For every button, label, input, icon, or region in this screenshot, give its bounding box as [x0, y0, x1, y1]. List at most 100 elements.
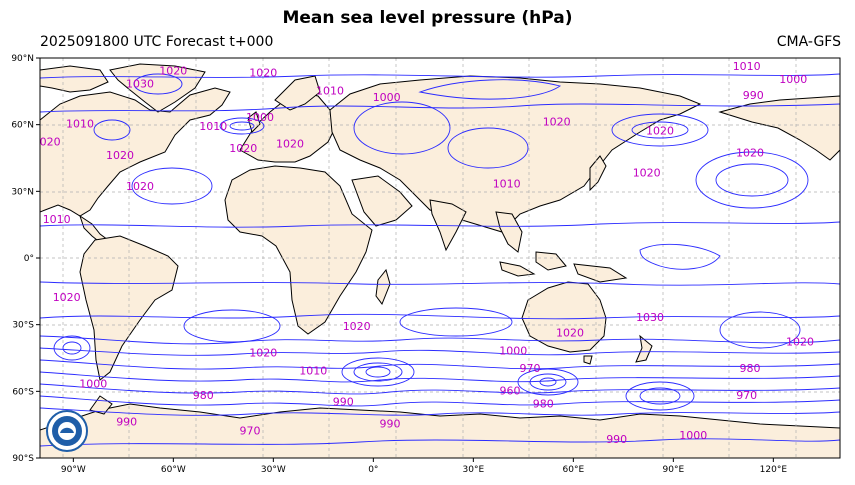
land-new-guinea — [573, 263, 628, 283]
contour-label: 1010 — [66, 118, 94, 131]
lon-tick-label: 90°W — [61, 465, 86, 475]
isobar — [353, 101, 451, 155]
isobar — [715, 163, 789, 197]
land-indonesia-2 — [535, 251, 567, 271]
isobar — [40, 347, 840, 356]
land-indochina — [495, 211, 523, 253]
contour-label: 1020 — [736, 147, 764, 160]
contour-label: 1000 — [679, 429, 707, 442]
isobar — [93, 119, 131, 141]
contour-label: 1010 — [299, 364, 327, 377]
lon-tick-label: 90°E — [663, 465, 685, 475]
contour-label: 1030 — [126, 78, 154, 91]
land-japan — [589, 155, 607, 192]
isobar — [719, 311, 801, 349]
contour-label: 1020 — [229, 142, 257, 155]
model-name: CMA-GFS — [776, 34, 841, 50]
contour-label: 1020 — [786, 335, 814, 348]
isobar — [229, 121, 255, 131]
contour-labels: 1020102010101000102010301010100099010101… — [33, 60, 814, 446]
contour-label: 1010 — [493, 178, 521, 191]
isobar — [131, 167, 213, 205]
isobar — [40, 383, 840, 395]
lon-tick-label: 60°W — [161, 465, 186, 475]
lon-ticks: 90°W60°W30°W0°30°E60°E90°E120°E150°E180°… — [61, 458, 788, 475]
land-australia — [521, 281, 607, 353]
page-title: Mean sea level pressure (hPa) — [282, 8, 573, 28]
land-alaska — [718, 95, 840, 161]
lat-tick-label: 60°S — [12, 387, 34, 397]
run-info: 2025091800 UTC Forecast t+000 — [40, 34, 274, 50]
isobar — [365, 366, 391, 378]
contour-label: 1000 — [373, 91, 401, 104]
isobar — [399, 307, 513, 337]
land-layer — [40, 63, 840, 458]
contour-label: 990 — [116, 415, 137, 428]
contour-label: 1020 — [556, 327, 584, 340]
isobar — [447, 127, 529, 169]
land-tasmania — [583, 355, 593, 365]
isobar — [40, 438, 840, 447]
lon-tick-label: 120°E — [760, 465, 788, 475]
contour-label: 1010 — [316, 84, 344, 97]
contour-label: 1020 — [53, 291, 81, 304]
contour-label: 1020 — [646, 124, 674, 137]
contour-label: 1000 — [779, 73, 807, 86]
contour-label: 1020 — [159, 64, 187, 77]
contour-label: 1030 — [636, 311, 664, 324]
contour-label: 980 — [533, 398, 554, 411]
isobar — [53, 335, 91, 361]
contour-label: 1010 — [43, 213, 71, 226]
isobar — [539, 377, 557, 387]
lat-tick-label: 90°N — [11, 54, 34, 64]
land-india — [429, 199, 467, 252]
cma-logo — [46, 410, 88, 452]
lat-tick-label: 90°S — [12, 454, 34, 464]
contour-label: 970 — [736, 389, 757, 402]
isobar — [133, 73, 183, 95]
isobar — [418, 79, 562, 100]
lat-tick-label: 30°N — [11, 187, 34, 197]
lon-tick-label: 30°E — [463, 465, 485, 475]
isobar — [40, 313, 840, 320]
contour-label: 970 — [240, 424, 261, 437]
lon-tick-label: 0° — [368, 465, 378, 475]
isobars — [40, 73, 840, 447]
contour-label: 990 — [333, 395, 354, 408]
contour-label: 1020 — [633, 167, 661, 180]
isobar — [639, 243, 721, 270]
contour-label: 1020 — [343, 320, 371, 333]
isobar — [529, 373, 567, 391]
isobar — [695, 151, 809, 209]
contour-label: 980 — [193, 389, 214, 402]
contour-label: 1020 — [543, 115, 571, 128]
contour-label: 990 — [743, 89, 764, 102]
isobar — [40, 73, 840, 79]
isobar — [40, 407, 840, 416]
isobar — [40, 221, 840, 228]
isobar — [40, 395, 840, 407]
lat-ticks: 90°N 60°N 30°N 0° 30°S 60°S 90°S — [11, 54, 40, 464]
isobar — [639, 387, 681, 405]
land-scandinavia — [274, 75, 321, 111]
contour-label: 1020 — [33, 135, 61, 148]
contour-label: 1020 — [276, 138, 304, 151]
land-south-america — [79, 235, 179, 381]
contour-label: 970 — [520, 362, 541, 375]
contour-label: 1010 — [199, 120, 227, 133]
isobar — [631, 121, 689, 139]
lon-tick-label: 60°E — [563, 465, 585, 475]
land-indonesia-1 — [499, 261, 536, 277]
isobar — [183, 309, 281, 343]
contour-label: 990 — [606, 433, 627, 446]
land-madagascar — [375, 268, 391, 306]
contour-label: 1000 — [499, 344, 527, 357]
contour-label: 1000 — [79, 378, 107, 391]
contour-label: 1020 — [249, 347, 277, 360]
lat-tick-label: 60°N — [11, 121, 34, 131]
land-arabia — [351, 175, 413, 227]
contour-label: 990 — [380, 418, 401, 431]
isobar — [40, 335, 840, 345]
contour-label: 980 — [740, 362, 761, 375]
